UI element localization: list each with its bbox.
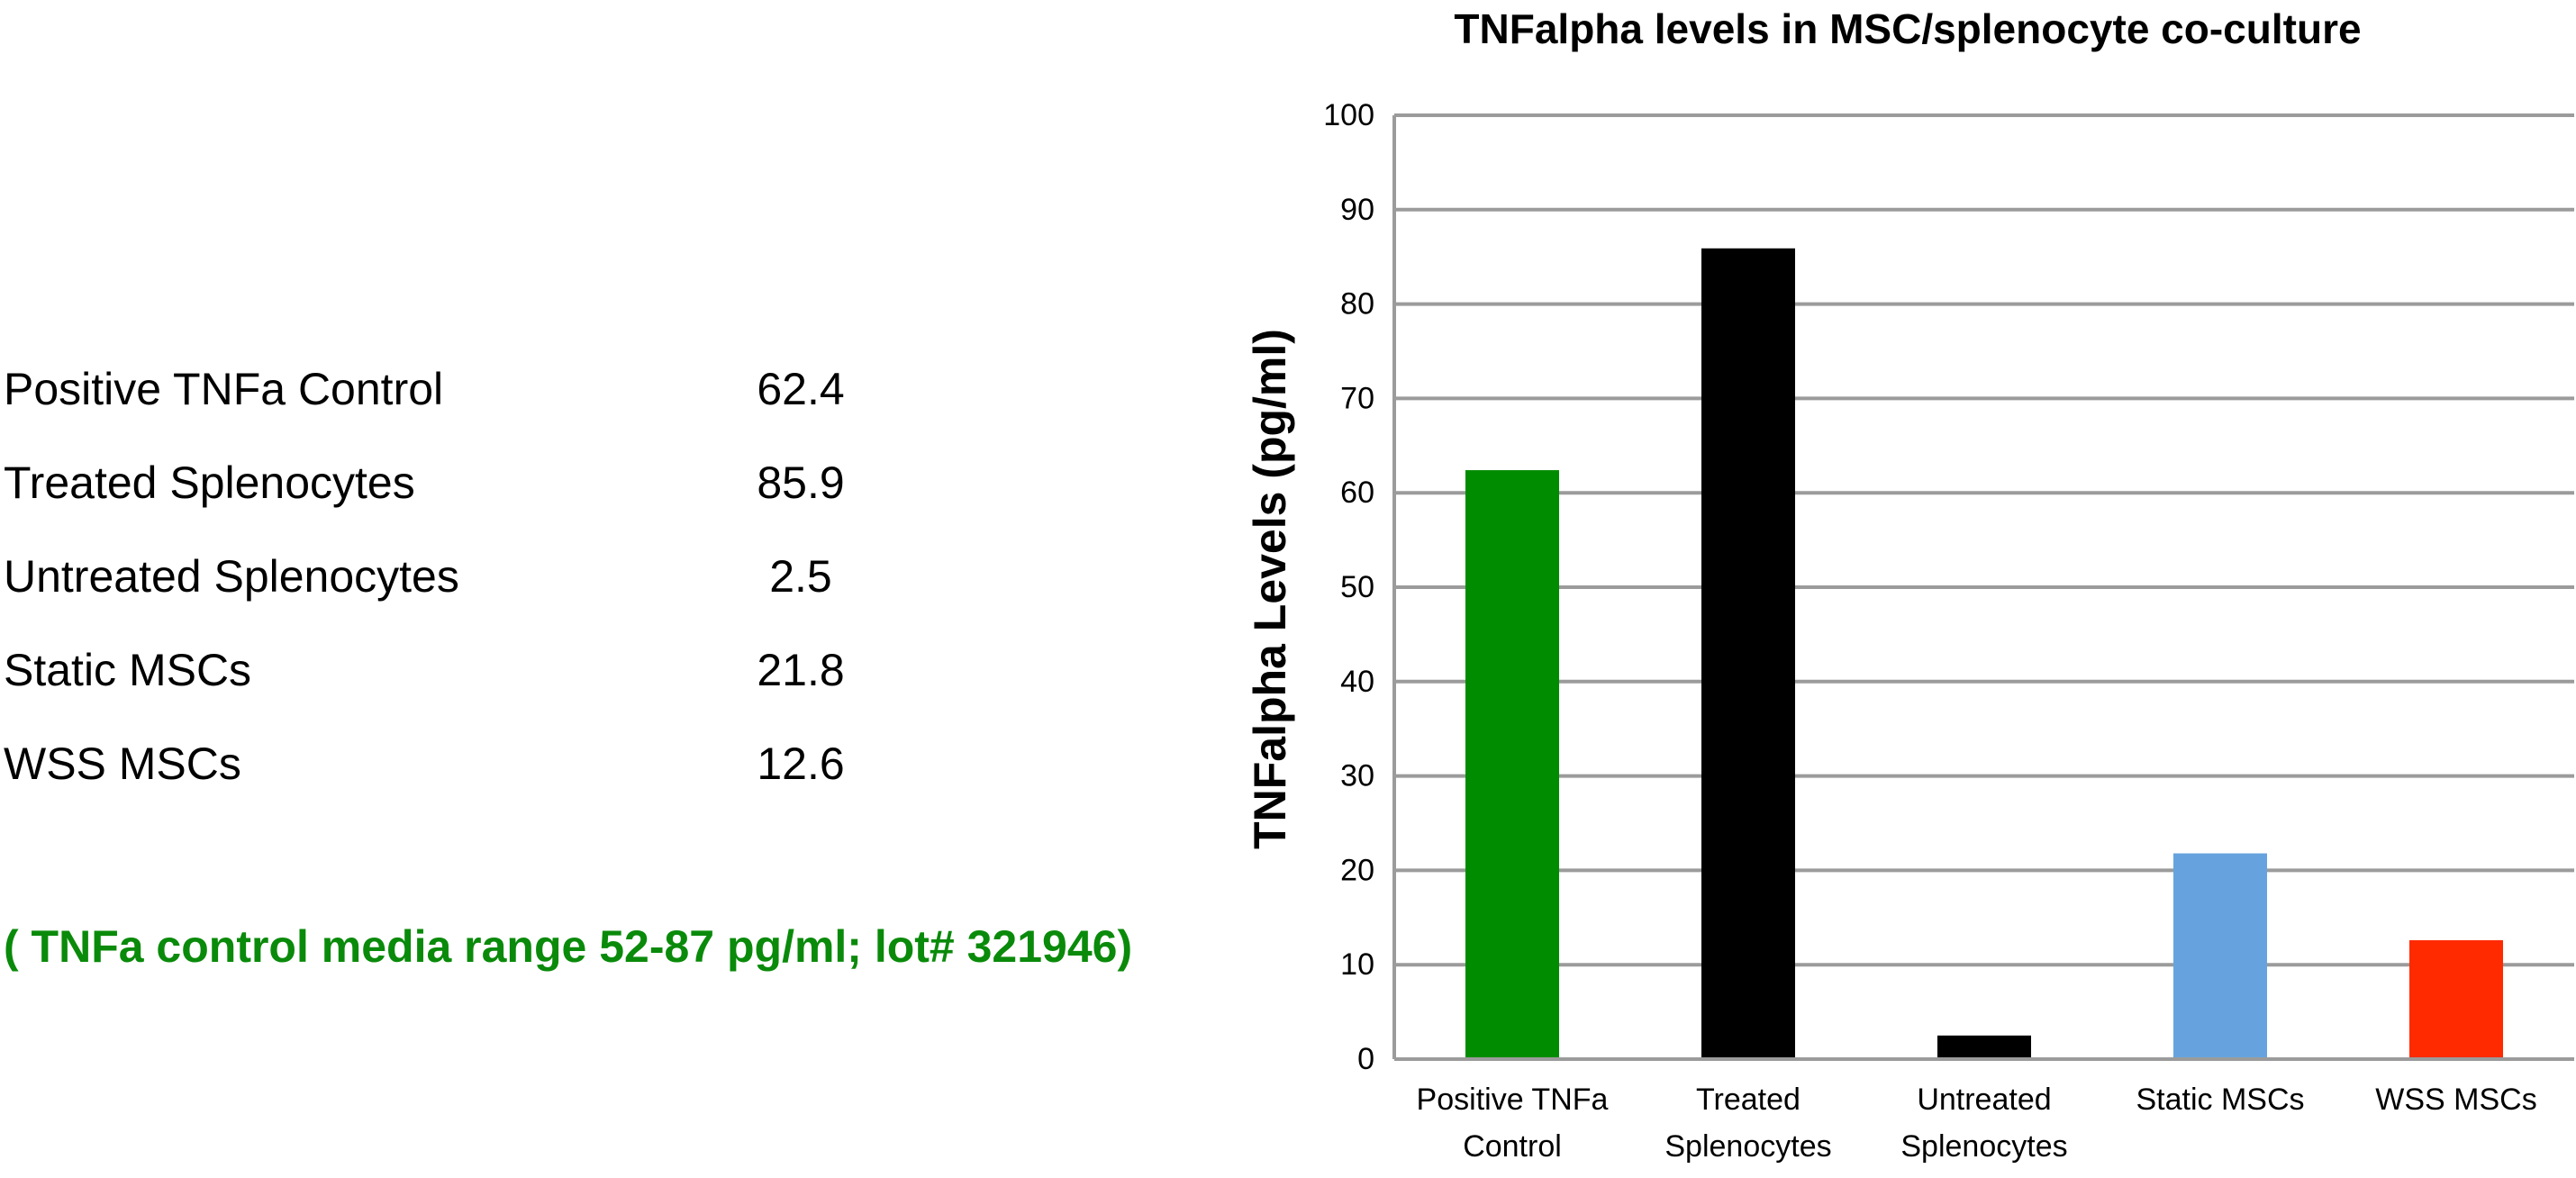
table-row-value: 2.5 xyxy=(769,551,832,602)
y-tick-label: 30 xyxy=(1340,759,1374,793)
x-tick-label: Splenocytes xyxy=(1664,1129,1831,1164)
y-tick-label: 90 xyxy=(1340,193,1374,227)
x-tick-label: Control xyxy=(1463,1129,1562,1164)
table-row-value: 85.9 xyxy=(757,458,845,508)
x-tick-label: Positive TNFa xyxy=(1417,1083,1609,1117)
y-tick-label: 40 xyxy=(1340,665,1374,699)
control-range-note: ( TNFa control media range 52-87 pg/ml; … xyxy=(4,921,1133,972)
y-tick-label: 70 xyxy=(1340,381,1374,415)
y-tick-label: 100 xyxy=(1323,98,1374,132)
table-row: Positive TNFa Control 62.4 xyxy=(4,342,868,436)
bar-3 xyxy=(2173,853,2267,1059)
bar-4 xyxy=(2409,939,2503,1059)
y-tick-label: 60 xyxy=(1340,476,1374,510)
y-tick-label: 20 xyxy=(1340,853,1374,887)
x-tick-label: Untreated xyxy=(1917,1083,2051,1117)
x-tick-label: WSS MSCs xyxy=(2375,1083,2536,1117)
table-row-value: 62.4 xyxy=(757,364,845,414)
y-tick-label: 10 xyxy=(1340,947,1374,982)
chart-title: TNFalpha levels in MSC/splenocyte co-cul… xyxy=(1454,5,2361,52)
table-row-value: 21.8 xyxy=(757,645,845,695)
bar-2 xyxy=(1937,1035,2031,1059)
value-table: Positive TNFa Control 62.4 Treated Splenoc… xyxy=(4,342,868,811)
table-row: WSS MSCs 12.6 xyxy=(4,717,868,811)
bar-chart: TNFalpha levels in MSC/splenocyte co-cul… xyxy=(1245,5,2574,1164)
table-row-label: Treated Splenocytes xyxy=(4,458,415,508)
table-row-label: Positive TNFa Control xyxy=(4,364,444,414)
y-axis-label: TNFalpha Levels (pg/ml) xyxy=(1245,329,1295,849)
bar-1 xyxy=(1701,248,1795,1059)
table-row-label: Static MSCs xyxy=(4,645,252,695)
x-tick-label: Static MSCs xyxy=(2136,1083,2304,1117)
y-tick-label: 80 xyxy=(1340,287,1374,322)
bar-0 xyxy=(1465,470,1559,1059)
table-row: Untreated Splenocytes 2.5 xyxy=(4,530,868,623)
table-row: Treated Splenocytes 85.9 xyxy=(4,436,868,530)
table-row-label: Untreated Splenocytes xyxy=(4,551,459,602)
table-row: Static MSCs 21.8 xyxy=(4,623,868,717)
y-tick-label: 0 xyxy=(1357,1042,1374,1076)
x-tick-label: Treated xyxy=(1696,1083,1800,1117)
y-tick-label: 50 xyxy=(1340,570,1374,604)
table-row-label: WSS MSCs xyxy=(4,739,241,789)
table-row-value: 12.6 xyxy=(757,739,845,789)
x-tick-label: Splenocytes xyxy=(1900,1129,2067,1164)
